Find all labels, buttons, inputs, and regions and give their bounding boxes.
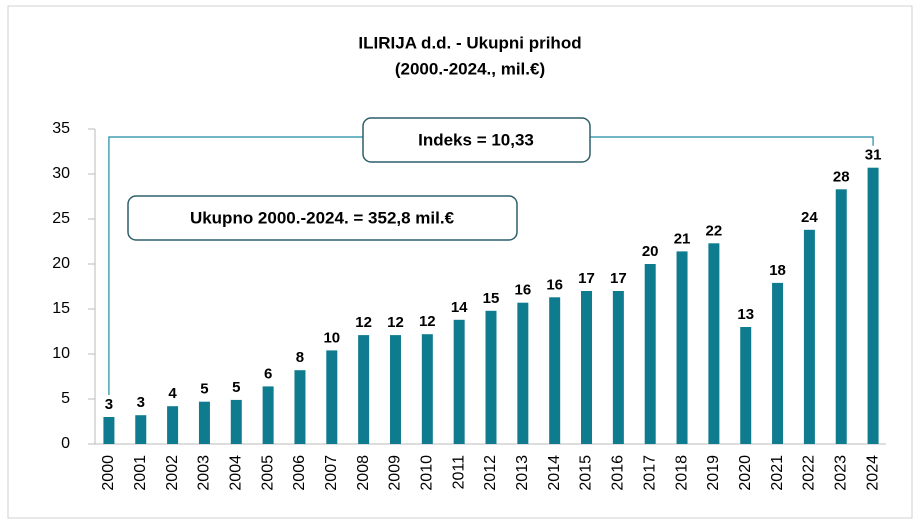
x-tick-label: 2010 [419,455,436,491]
bar [740,327,752,444]
x-tick-label: 2014 [546,455,563,491]
value-label: 12 [419,313,436,330]
bar [453,319,465,444]
bar [135,415,147,444]
bar [198,401,210,444]
x-tick-label: 2003 [196,455,213,491]
y-tick-label: 5 [61,390,70,407]
value-label: 20 [642,243,659,260]
bar [485,310,497,444]
chart-subtitle: (2000.-2024., mil.€) [395,59,545,78]
value-label: 16 [514,282,531,299]
value-label: 5 [200,381,208,398]
value-label: 5 [232,379,240,396]
bar [167,406,179,444]
y-tick-label: 10 [52,345,70,362]
x-tick-label: 2016 [610,455,627,491]
bar [389,335,401,444]
value-label: 17 [610,270,627,287]
bar [326,350,338,444]
x-tick-label: 2011 [450,455,467,490]
y-tick-label: 30 [52,165,70,182]
connector-line [108,136,363,395]
bar [421,334,433,444]
value-label: 31 [865,147,882,164]
value-label: 21 [674,230,691,247]
annotation: Indeks = 10,33 [418,130,534,149]
x-tick-label: 2022 [801,455,818,491]
x-tick-label: 2000 [100,455,117,491]
annotation: Ukupno 2000.-2024. = 352,8 mil.€ [190,208,455,227]
value-label: 12 [387,314,404,331]
value-label: 14 [451,299,468,316]
bar [803,229,815,444]
x-tick-label: 2009 [387,455,404,491]
chart-title: ILIRIJA d.d. - Ukupni prihod [358,33,581,52]
value-label: 3 [137,394,145,411]
x-tick-label: 2002 [164,455,181,491]
x-tick-label: 2004 [227,455,244,491]
y-tick-label: 20 [52,255,70,272]
value-label: 22 [706,222,723,239]
bar [262,386,274,444]
x-tick-label: 2018 [673,455,690,491]
x-tick-label: 2006 [291,455,308,491]
x-tick-label: 2017 [641,455,658,491]
x-tick-label: 2013 [514,455,531,491]
connector-line [590,136,874,146]
bar [612,291,624,444]
value-label: 15 [483,290,500,307]
bar [676,251,688,444]
x-tick-label: 2019 [705,455,722,491]
value-label: 24 [801,209,818,226]
bar [644,264,656,444]
value-label: 6 [264,365,272,382]
x-tick-label: 2012 [482,455,499,491]
x-tick-label: 2008 [355,455,372,491]
bar [294,370,306,444]
x-tick-label: 2015 [578,455,595,491]
value-label: 16 [546,276,563,293]
value-label: 17 [578,270,595,287]
connector [108,136,874,395]
bar [549,297,561,444]
value-label: 13 [737,306,754,323]
annotation-box [362,117,591,163]
value-label: 18 [769,262,786,279]
value-label: 4 [168,385,177,402]
bar [358,335,370,444]
y-tick-label: 35 [52,120,70,137]
bar [103,417,115,444]
bar [230,399,242,444]
bar [772,282,784,444]
bar [708,243,720,444]
x-tick-label: 2007 [323,455,340,491]
x-tick-label: 2024 [864,455,881,491]
bar [517,302,529,444]
value-label: 28 [833,168,850,185]
x-tick-label: 2020 [737,455,754,491]
bar [581,291,593,444]
value-label: 10 [323,329,340,346]
annotation-box [127,195,518,241]
x-tick-label: 2023 [832,455,849,491]
value-label: 3 [105,396,113,413]
x-tick-label: 2005 [259,455,276,491]
value-label: 8 [296,349,304,366]
x-tick-label: 2021 [769,455,786,491]
y-tick-label: 25 [52,210,70,227]
bar [867,167,879,444]
bar [835,189,847,444]
y-tick-label: 0 [61,435,70,452]
x-tick-label: 2001 [132,455,149,491]
y-tick-label: 15 [52,300,70,317]
value-label: 12 [355,314,372,331]
